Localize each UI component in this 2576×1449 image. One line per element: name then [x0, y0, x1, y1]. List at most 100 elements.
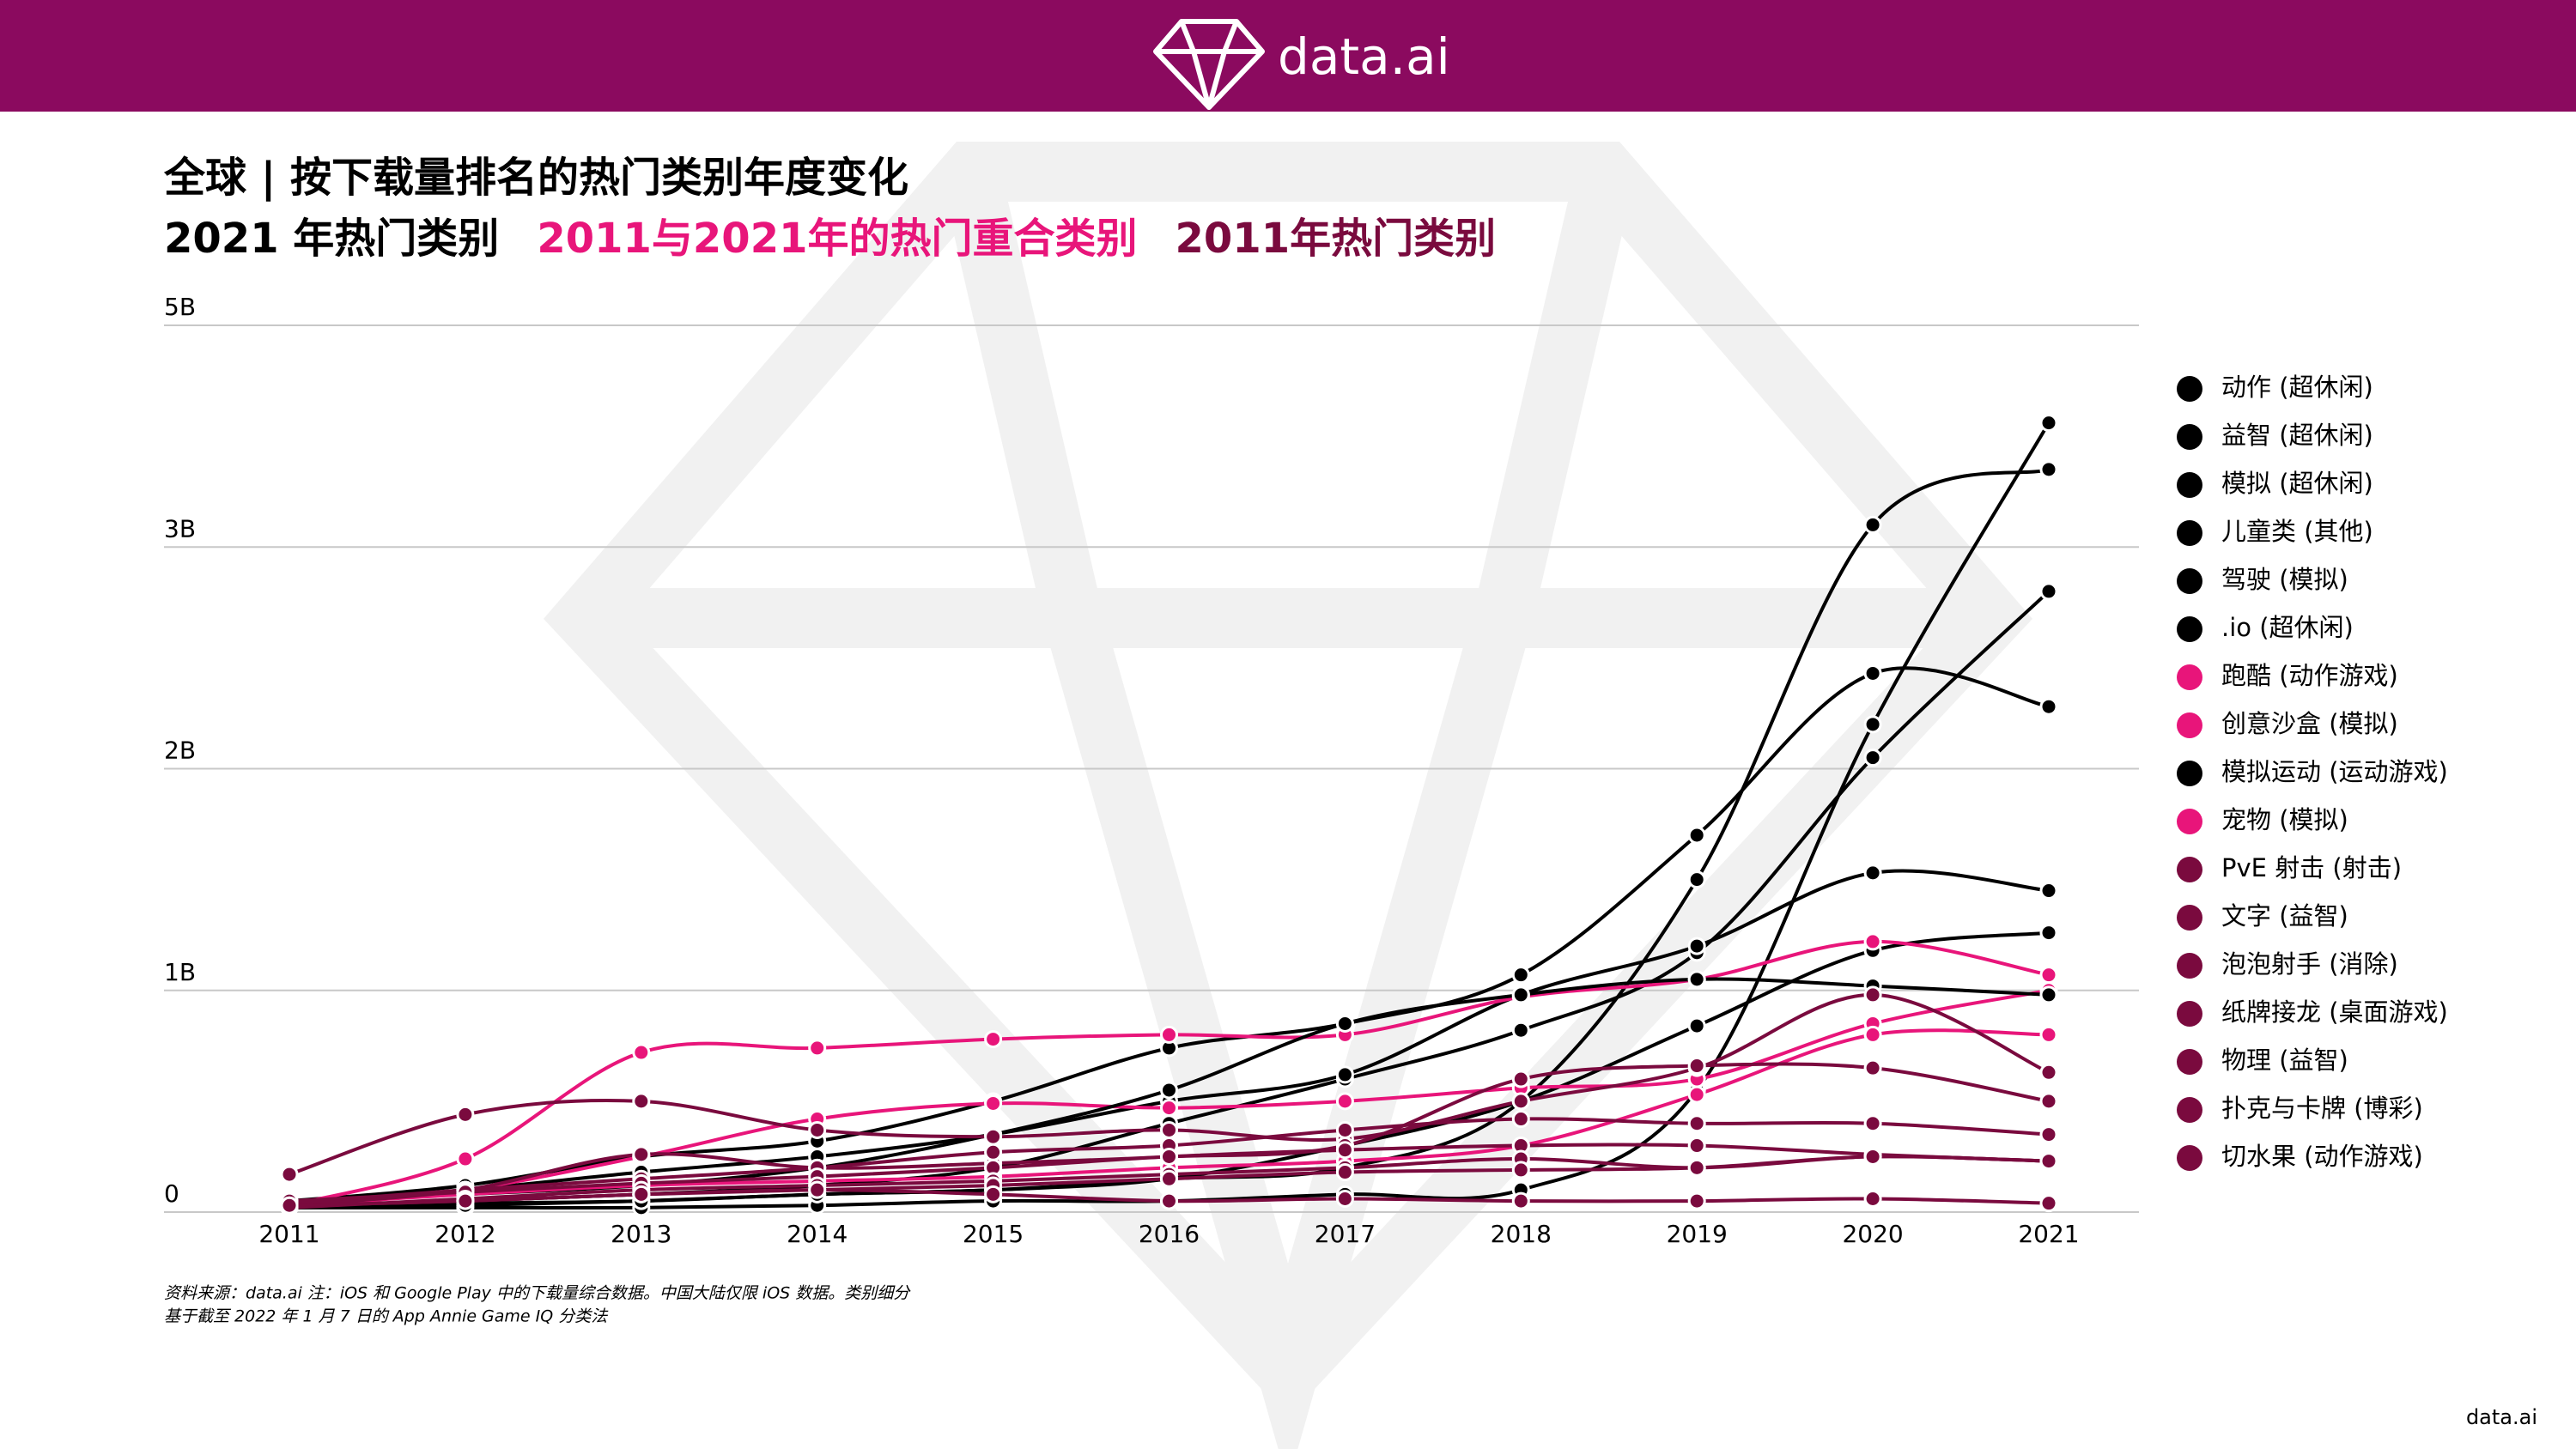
subtitle: 2021 年热门类别 [164, 215, 499, 263]
data-point [632, 1043, 651, 1062]
data-point [1863, 515, 1882, 534]
x-tick-label: 2012 [434, 1220, 495, 1248]
legend-marker [2177, 1001, 2202, 1027]
data-point [2039, 1063, 2058, 1082]
x-tick-label: 2011 [258, 1220, 319, 1248]
legend-label: 模拟 (超休闲) [2221, 469, 2373, 498]
subtitle: 2011年热门类别 [1176, 215, 1497, 263]
y-tick-label: 5B [164, 293, 196, 321]
data-point [1335, 1065, 1354, 1084]
data-point [456, 1149, 475, 1168]
data-point [1160, 1099, 1178, 1118]
watermark-facets [940, 165, 1636, 1449]
legend-marker [2177, 1145, 2202, 1171]
legend-marker [2177, 905, 2202, 931]
data-point [984, 1030, 1003, 1049]
data-point [1863, 749, 1882, 767]
data-point [1863, 715, 1882, 734]
x-tick-label: 2019 [1667, 1220, 1728, 1248]
y-tick-label: 1B [164, 958, 196, 986]
data-point [1511, 1161, 1530, 1179]
legend-label: 创意沙盒 (模拟) [2221, 709, 2398, 738]
data-point [1687, 1158, 1706, 1177]
data-point [2039, 1152, 2058, 1171]
legend-label: 驾驶 (模拟) [2221, 565, 2348, 594]
data-point [2039, 1092, 2058, 1111]
x-tick-label: 2020 [1842, 1220, 1903, 1248]
x-tick-label: 2014 [787, 1220, 848, 1248]
data-point [1160, 1147, 1178, 1166]
legend-marker [2177, 809, 2202, 834]
subtitle: 2011与2021年的热门重合类别 [537, 215, 1137, 263]
legend-label: PvE 射击 (射击) [2221, 853, 2402, 882]
legend-marker [2177, 1049, 2202, 1075]
legend-marker [2177, 664, 2202, 690]
data-point [1511, 1021, 1530, 1040]
series-line [289, 666, 2050, 1203]
brand: data.ai [1278, 27, 1450, 86]
data-point [984, 1185, 1003, 1203]
data-point [1687, 1191, 1706, 1210]
data-point [1511, 985, 1530, 1004]
legend-marker [2177, 616, 2202, 642]
data-point [280, 1196, 299, 1215]
y-tick-label: 2B [164, 737, 196, 765]
data-point [808, 1180, 827, 1199]
data-point [1863, 932, 1882, 951]
data-point [1511, 1110, 1530, 1129]
legend-marker [2177, 424, 2202, 450]
data-point [1863, 1025, 1882, 1044]
data-point [1863, 1114, 1882, 1133]
legend-label: 纸牌接龙 (桌面游戏) [2221, 997, 2448, 1027]
data-point [2039, 966, 2058, 985]
data-point [2039, 985, 2058, 1004]
data-point [1335, 1141, 1354, 1160]
source-note: 基于截至 2022 年 1 月 7 日的 App Annie Game IQ 分… [164, 1307, 609, 1326]
data-point [280, 1165, 299, 1184]
data-point [1335, 1163, 1354, 1182]
data-point [1863, 1190, 1882, 1209]
logo-facets [1179, 20, 1239, 110]
data-point [1335, 1120, 1354, 1139]
data-point [456, 1191, 475, 1210]
data-point [1511, 966, 1530, 985]
y-tick-label: 3B [164, 514, 196, 543]
x-tick-label: 2018 [1491, 1220, 1552, 1248]
legend-marker [2177, 761, 2202, 786]
data-point [2039, 1025, 2058, 1044]
data-point [2039, 1125, 2058, 1144]
data-point [632, 1145, 651, 1164]
data-point [1687, 970, 1706, 989]
legend-marker [2177, 376, 2202, 402]
footer-brand: data.ai [2466, 1405, 2537, 1429]
legend-marker [2177, 1097, 2202, 1123]
data-point [1160, 1169, 1178, 1188]
data-point [1863, 664, 1882, 682]
data-point [2039, 460, 2058, 479]
legend-marker [2177, 520, 2202, 546]
data-point [1160, 1191, 1178, 1210]
data-point [1335, 1092, 1354, 1111]
legend-label: 物理 (益智) [2221, 1046, 2348, 1075]
data-point [1511, 1191, 1530, 1210]
source-note: 资料来源：data.ai 注：iOS 和 Google Play 中的下载量综合… [164, 1284, 911, 1303]
legend-marker [2177, 953, 2202, 979]
data-point [1335, 1014, 1354, 1033]
x-tick-label: 2016 [1139, 1220, 1200, 1248]
data-point [632, 1092, 651, 1111]
data-point [632, 1185, 651, 1203]
data-point [1863, 1058, 1882, 1077]
data-point [2039, 882, 2058, 900]
data-point [1863, 1147, 1882, 1166]
data-point [2039, 414, 2058, 433]
header-bar [0, 0, 2576, 112]
data-point [984, 1127, 1003, 1146]
data-point [808, 1039, 827, 1058]
legend-marker [2177, 857, 2202, 882]
data-point [808, 1120, 827, 1139]
data-point [1687, 1114, 1706, 1133]
data-point [984, 1094, 1003, 1113]
data-point [1511, 1070, 1530, 1088]
data-point [1863, 864, 1882, 882]
